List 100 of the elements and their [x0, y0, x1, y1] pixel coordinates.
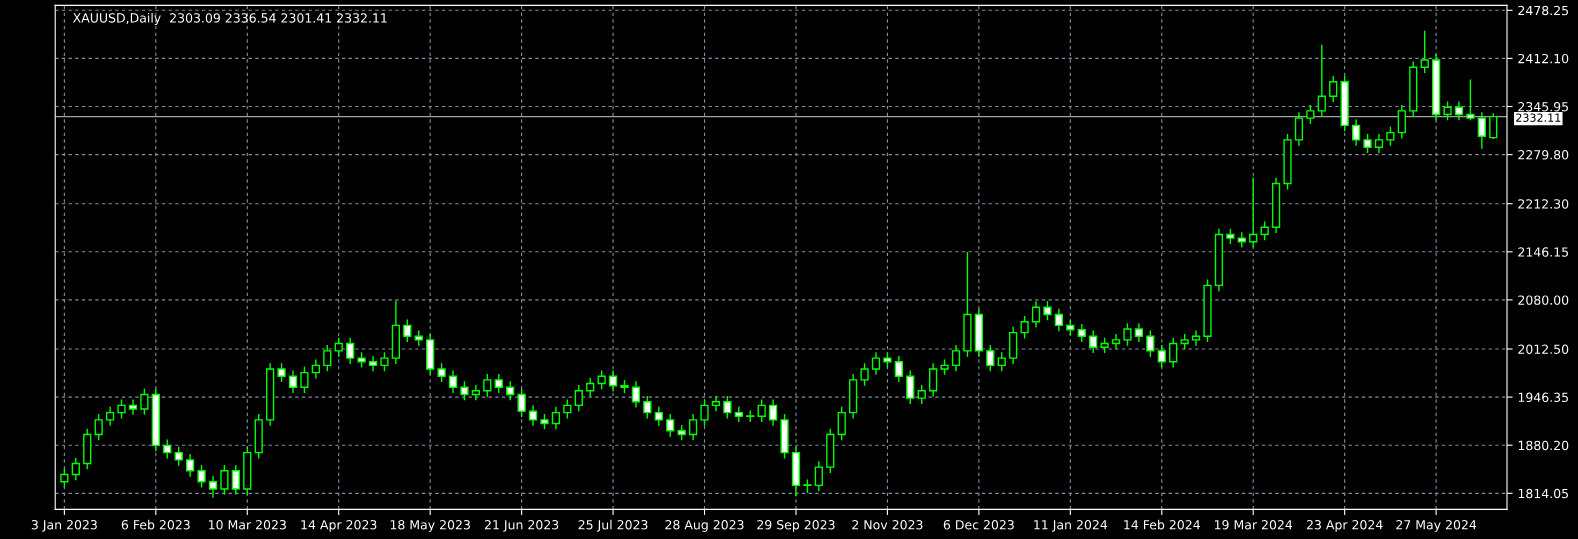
candlestick [860, 362, 869, 387]
x-tick-label: 11 Jan 2024 [1034, 519, 1108, 532]
candlestick [1123, 322, 1132, 347]
candlestick [1374, 133, 1384, 154]
candlestick [563, 398, 572, 420]
candlestick [208, 475, 218, 499]
candlestick [597, 369, 606, 391]
candlestick [1157, 344, 1166, 369]
x-tick-label: 25 Jul 2023 [578, 519, 648, 532]
candlestick [1351, 118, 1361, 147]
candlestick [643, 395, 652, 420]
candlestick [1420, 30, 1429, 74]
candlestick [1294, 111, 1304, 147]
candlestick [1089, 329, 1098, 354]
x-tick-label: 2 Nov 2023 [852, 519, 923, 530]
candlestick [757, 398, 766, 423]
candlestick [300, 366, 309, 394]
y-tick-label: 2012.50 [1518, 344, 1569, 354]
candlestick [94, 413, 103, 441]
candlestick [688, 413, 698, 441]
x-tick-label: 27 May 2024 [1396, 519, 1477, 532]
candlestick [448, 369, 458, 394]
candlestick [60, 467, 69, 489]
x-tick-label: 23 Apr 2024 [1306, 519, 1383, 532]
candlestick [894, 355, 903, 383]
candlestick [1249, 177, 1258, 249]
candlestick [929, 362, 938, 398]
candlestick [220, 464, 229, 496]
candlestick [906, 369, 915, 405]
candlestick [917, 384, 926, 405]
candlestick [1031, 300, 1041, 329]
candlestick [574, 384, 583, 412]
candlestick [631, 380, 641, 409]
candlestick [700, 398, 709, 427]
candlestick [1043, 300, 1052, 321]
candlestick [1146, 329, 1155, 358]
candlestick [105, 406, 115, 427]
x-tick-label: 6 Dec 2023 [943, 519, 1014, 530]
candlestick [1443, 100, 1452, 121]
x-tick-label: 6 Feb 2023 [121, 519, 190, 530]
y-tick-label: 2478.25 [1518, 5, 1569, 16]
candlestick [128, 398, 138, 416]
candlestick [1466, 78, 1475, 121]
candlestick [1306, 104, 1315, 125]
x-tick-label: 14 Feb 2024 [1124, 519, 1200, 530]
candlestick [163, 438, 172, 460]
candlestick [1489, 112, 1498, 140]
candlestick [951, 344, 961, 372]
candlestick [723, 395, 732, 420]
candlestick [1397, 104, 1406, 140]
ref-line-label: 2332.11 [1516, 113, 1561, 122]
y-tick-label: 2146.15 [1518, 247, 1569, 257]
candlestick [334, 337, 343, 358]
y-tick-label: 2080.00 [1518, 295, 1569, 305]
candlestick [1054, 307, 1064, 332]
candlestick [460, 380, 469, 401]
candlestick [174, 446, 183, 467]
candlestick [231, 464, 240, 496]
candlestick [1077, 323, 1086, 343]
candlestick [506, 380, 515, 401]
candlestick [608, 369, 618, 393]
y-tick-label: 1880.20 [1518, 440, 1569, 451]
x-tick-label: 19 Mar 2024 [1214, 519, 1293, 530]
x-tick-label: 18 May 2023 [390, 519, 470, 532]
x-tick-label: 14 Apr 2023 [301, 519, 377, 532]
candlestick [734, 406, 743, 423]
x-tick-label: 28 Aug 2023 [665, 519, 744, 532]
candlestick [768, 398, 778, 427]
candlestick [117, 398, 126, 420]
candlestick [1111, 333, 1121, 351]
candlestick [528, 404, 538, 427]
candlestick [277, 362, 286, 383]
candlestick [1020, 315, 1029, 340]
y-tick-label: 2412.10 [1518, 53, 1569, 64]
candlestick [517, 387, 526, 418]
x-tick-label: 3 Jan 2023 [31, 519, 97, 532]
candlestick [311, 358, 320, 380]
candlestick [814, 460, 823, 492]
candlestick [323, 344, 332, 372]
x-tick-label: 10 Mar 2023 [209, 519, 286, 530]
text: XAUUSD,Daily 2303.09 2336.54 2301.41 2332.11 [73, 12, 387, 26]
candlestick [140, 387, 149, 416]
candlestick [185, 453, 195, 478]
candlestick [380, 351, 389, 372]
y-tick-label: 1814.05 [1518, 488, 1569, 499]
candlestick [711, 395, 721, 412]
candlestick [997, 351, 1006, 372]
candlestick [403, 318, 412, 343]
y-tick-label: 1946.35 [1518, 392, 1569, 403]
candlestick [1169, 337, 1178, 369]
candlestick [483, 373, 492, 398]
x-tick-label: 21 Jun 2023 [484, 519, 559, 532]
candlestick [1477, 111, 1486, 150]
candlestick [1386, 126, 1395, 147]
candlestick [871, 351, 881, 376]
candlestick [346, 337, 355, 365]
candlestick [368, 355, 378, 372]
candlestick [1363, 133, 1372, 154]
candlestick [1329, 75, 1338, 103]
candlestick [471, 384, 481, 401]
